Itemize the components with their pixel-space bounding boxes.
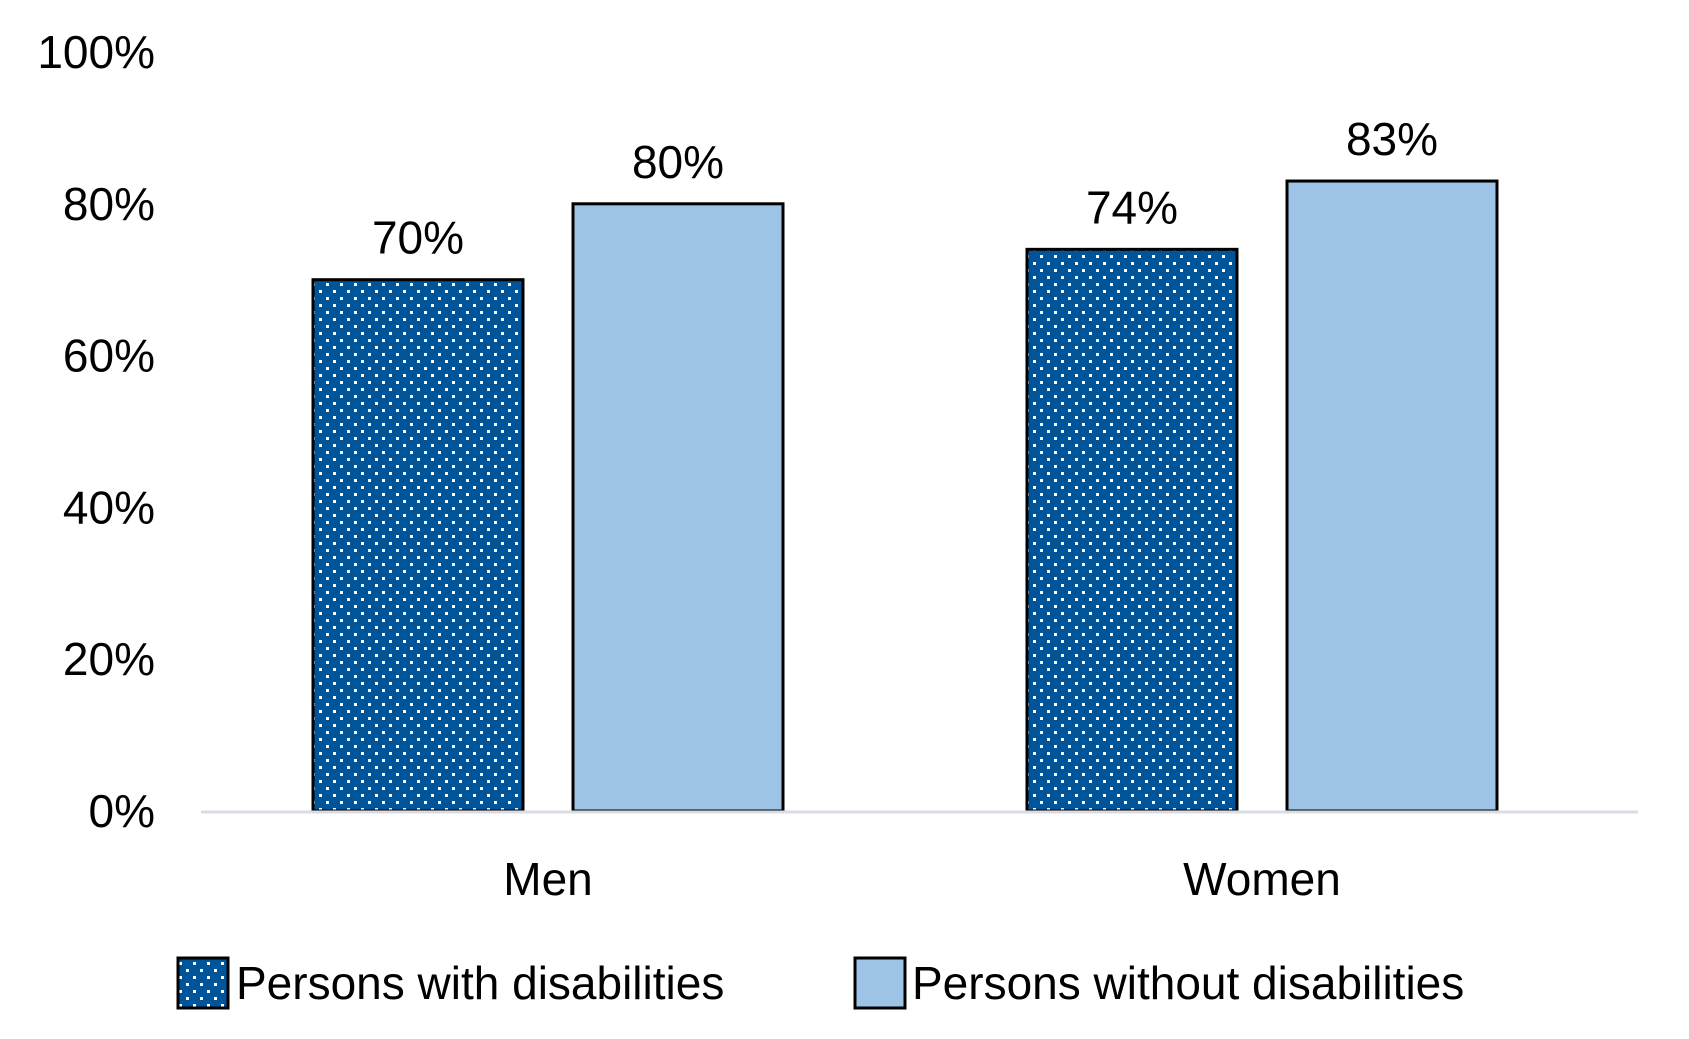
- bar-with-disabilities-women: [1025, 247, 1239, 813]
- legend-swatch: [853, 956, 907, 1010]
- legend-swatch: [176, 956, 230, 1010]
- bar-without-disabilities-women: [1285, 179, 1499, 813]
- data-label: 74%: [1086, 181, 1178, 233]
- data-label: 80%: [632, 136, 724, 188]
- y-tick-label: 40%: [63, 481, 155, 533]
- legend: Persons with disabilities Persons without…: [176, 956, 1464, 1010]
- data-labels-group: 70% 80% 74% 83%: [372, 113, 1438, 264]
- legend-item-without-disabilities: Persons without disabilities: [853, 956, 1464, 1010]
- category-label-men: Men: [503, 853, 592, 905]
- data-label: 83%: [1346, 113, 1438, 165]
- y-tick-label: 20%: [63, 633, 155, 685]
- y-tick-label: 80%: [63, 178, 155, 230]
- data-label: 70%: [372, 212, 464, 264]
- y-axis-tick-labels: 0% 20% 40% 60% 80% 100%: [37, 26, 155, 837]
- legend-label: Persons without disabilities: [912, 957, 1464, 1009]
- category-labels: Men Women: [503, 853, 1341, 905]
- bars-group: [311, 179, 1499, 813]
- y-tick-label: 60%: [63, 330, 155, 382]
- bar-with-disabilities-men: [311, 278, 525, 813]
- legend-item-with-disabilities: Persons with disabilities: [176, 956, 724, 1010]
- legend-label: Persons with disabilities: [236, 957, 724, 1009]
- y-tick-label: 0%: [89, 785, 155, 837]
- category-label-women: Women: [1183, 853, 1341, 905]
- y-tick-label: 100%: [37, 26, 155, 78]
- bar-without-disabilities-men: [571, 202, 785, 813]
